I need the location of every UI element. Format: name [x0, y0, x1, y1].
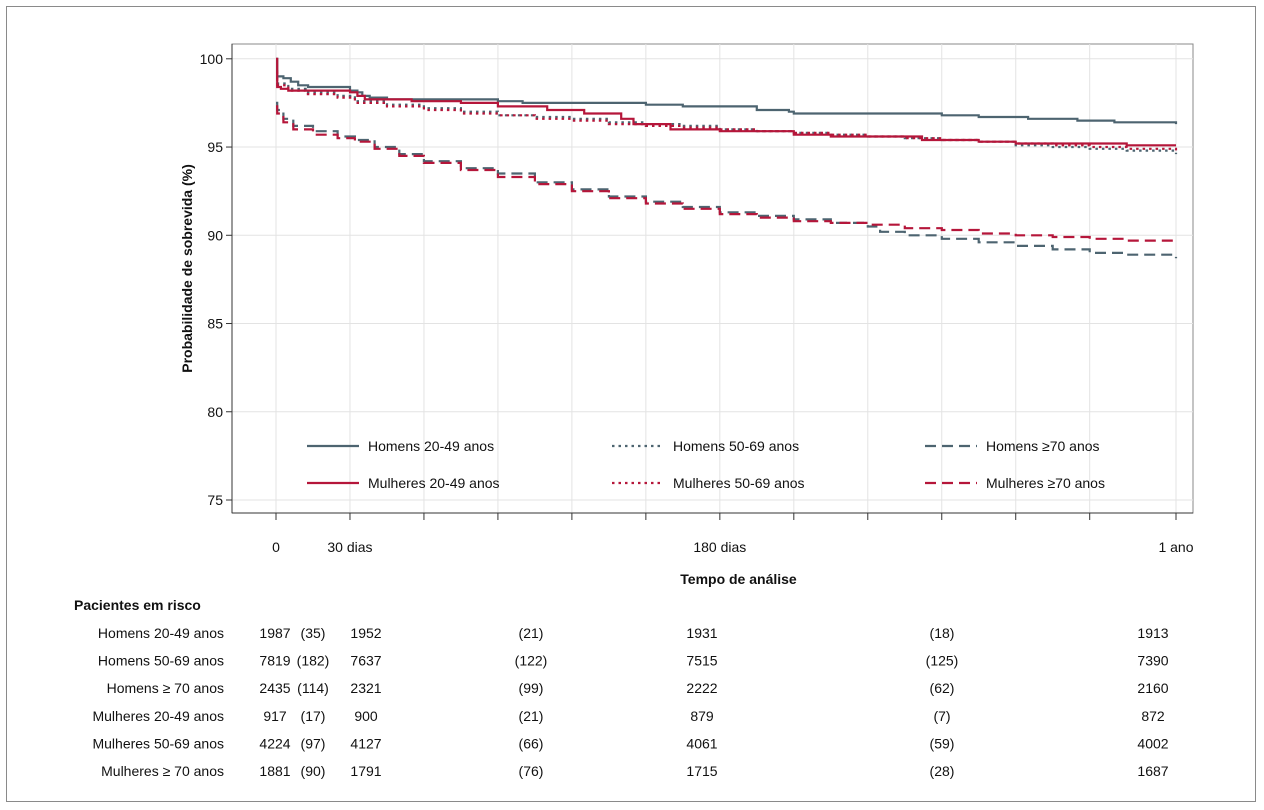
risk-row-label: Homens 20-49 anos [98, 625, 224, 641]
y-tick-label: 95 [207, 139, 223, 155]
risk-cell: (21) [519, 625, 544, 641]
plot-area [231, 43, 1194, 514]
risk-cell: (17) [301, 708, 326, 724]
risk-cell: (125) [926, 653, 959, 669]
risk-cell: (35) [301, 625, 326, 641]
risk-cell: 1913 [1137, 625, 1168, 641]
risk-cell: (76) [519, 763, 544, 779]
legend-label: Homens 50-69 anos [673, 438, 799, 454]
y-tick-label: 100 [200, 51, 224, 67]
y-tick-label: 75 [207, 492, 223, 508]
risk-cell: 4224 [259, 735, 290, 751]
risk-cell: 4127 [350, 735, 381, 751]
risk-cell: 2160 [1137, 680, 1168, 696]
series-line [276, 57, 1178, 125]
x-tick-label: 1 ano [1158, 539, 1193, 555]
risk-cell: (7) [933, 708, 950, 724]
risk-cell: 1791 [350, 763, 381, 779]
risk-row-label: Mulheres ≥ 70 anos [101, 763, 224, 779]
legend-label: Mulheres 50-69 anos [673, 475, 805, 491]
risk-row-label: Mulheres 20-49 anos [92, 708, 224, 724]
risk-cell: 4061 [686, 735, 717, 751]
x-axis-title: Tempo de análise [680, 571, 797, 587]
risk-cell: (66) [519, 735, 544, 751]
series-line [276, 105, 1176, 242]
y-tick-label: 80 [207, 404, 223, 420]
risk-cell: (28) [930, 763, 955, 779]
risk-table-title: Pacientes em risco [74, 597, 201, 613]
y-tick-label: 90 [207, 227, 223, 243]
risk-cell: 1952 [350, 625, 381, 641]
risk-cell: (62) [930, 680, 955, 696]
legend-label: Homens 20-49 anos [368, 438, 494, 454]
risk-cell: 1687 [1137, 763, 1168, 779]
risk-cell: (122) [515, 653, 548, 669]
risk-cell: 2435 [259, 680, 290, 696]
risk-cell: (97) [301, 735, 326, 751]
risk-cell: 872 [1141, 708, 1165, 724]
risk-cell: 879 [690, 708, 714, 724]
risk-cell: 7819 [259, 653, 290, 669]
y-axis-title: Probabilidade de sobrevida (%) [179, 164, 195, 373]
risk-cell: (114) [297, 680, 329, 696]
risk-cell: 1715 [686, 763, 717, 779]
risk-cell: 4002 [1137, 735, 1168, 751]
series-line [276, 71, 1178, 151]
risk-cell: (59) [930, 735, 955, 751]
risk-cell: 1931 [686, 625, 717, 641]
risk-cell: (18) [930, 625, 955, 641]
x-tick-label: 0 [272, 539, 280, 555]
series-line [276, 57, 1176, 147]
y-tick-label: 85 [207, 316, 223, 332]
risk-cell: 1987 [259, 625, 290, 641]
risk-cell: 2321 [350, 680, 381, 696]
legend-label: Homens ≥70 anos [986, 438, 1100, 454]
risk-row-label: Homens 50-69 anos [98, 653, 224, 669]
risk-cell: 2222 [686, 680, 717, 696]
risk-cell: (99) [519, 680, 544, 696]
x-tick-label: 180 dias [693, 539, 746, 555]
risk-cell: (21) [519, 708, 544, 724]
legend-label: Mulheres ≥70 anos [986, 475, 1105, 491]
risk-cell: 1881 [259, 763, 290, 779]
legend-label: Mulheres 20-49 anos [368, 475, 500, 491]
risk-row-label: Mulheres 50-69 anos [92, 735, 224, 751]
risk-cell: 7637 [350, 653, 381, 669]
risk-cell: 7390 [1137, 653, 1168, 669]
x-tick-label: 30 dias [327, 539, 372, 555]
risk-cell: 917 [263, 708, 287, 724]
risk-cell: 7515 [686, 653, 717, 669]
risk-cell: 900 [354, 708, 378, 724]
risk-cell: (182) [297, 653, 330, 669]
risk-row-label: Homens ≥ 70 anos [107, 680, 224, 696]
risk-cell: (90) [301, 763, 326, 779]
